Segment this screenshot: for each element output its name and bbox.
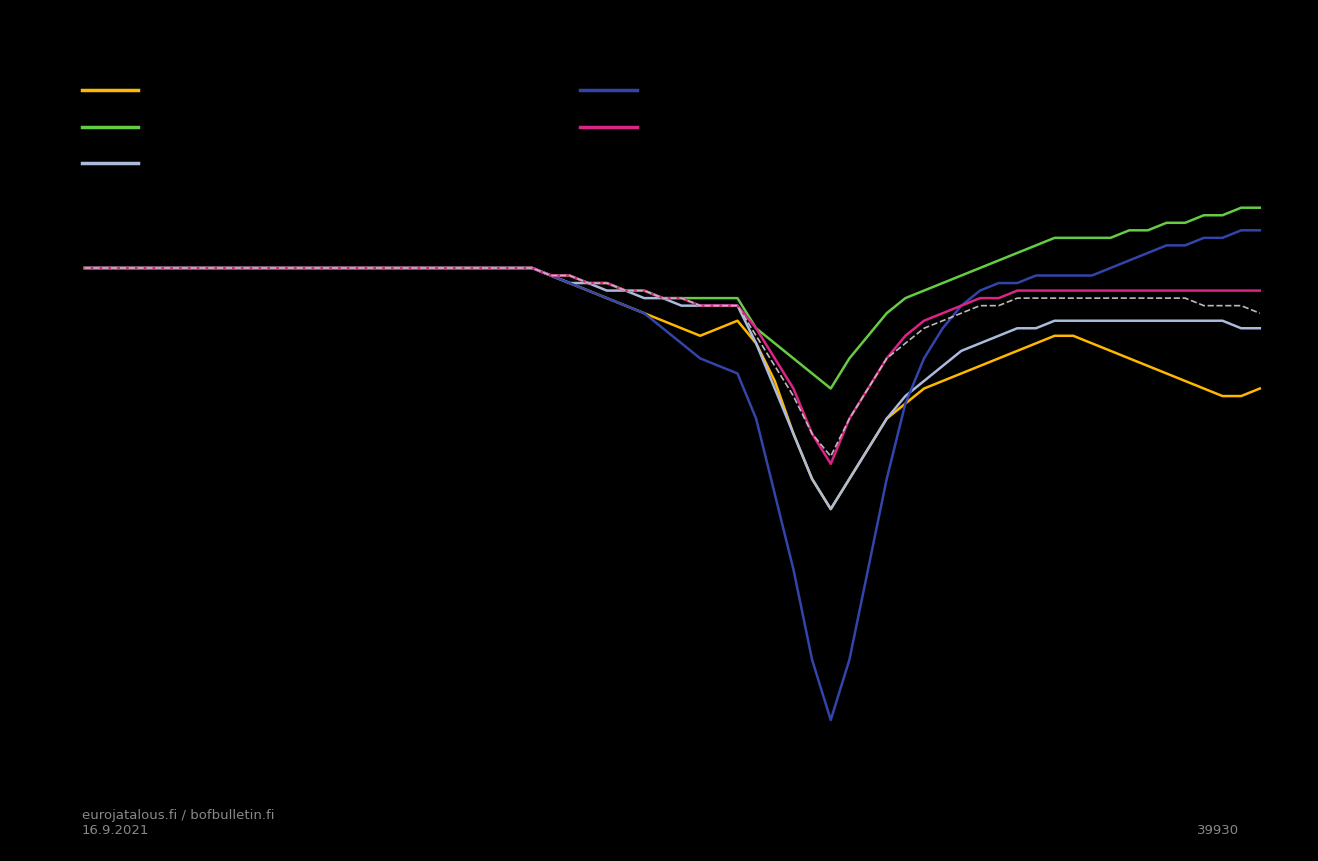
Text: 39930: 39930 — [1197, 824, 1239, 837]
Text: eurojatalous.fi / bofbulletin.fi
16.9.2021: eurojatalous.fi / bofbulletin.fi 16.9.20… — [82, 808, 274, 837]
